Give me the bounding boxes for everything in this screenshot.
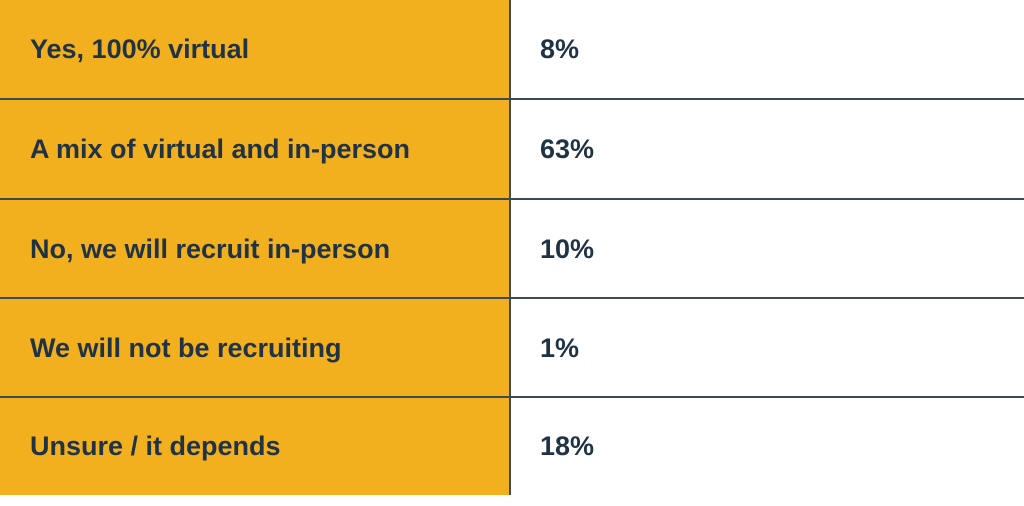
row-divider [0, 98, 1024, 100]
row-value: 10% [540, 234, 595, 264]
row-label: We will not be recruiting [30, 333, 342, 363]
row-divider [0, 297, 1024, 299]
label-column-background [0, 0, 510, 495]
table-row: A mix of virtual and in-person 63% [0, 100, 1024, 198]
response-table: Yes, 100% virtual 8% A mix of virtual an… [0, 0, 1024, 495]
row-value: 8% [540, 34, 580, 64]
row-label: A mix of virtual and in-person [30, 134, 411, 164]
row-label: No, we will recruit in-person [30, 234, 391, 264]
table-row: We will not be recruiting 1% [0, 299, 1024, 397]
table-row: Yes, 100% virtual 8% [0, 0, 1024, 98]
table-row: Unsure / it depends 18% [0, 397, 1024, 495]
row-value: 1% [540, 333, 580, 363]
row-value: 63% [540, 134, 595, 164]
row-label: Unsure / it depends [30, 431, 281, 461]
table-row: No, we will recruit in-person 10% [0, 200, 1024, 298]
row-divider [0, 198, 1024, 200]
row-value: 18% [540, 431, 595, 461]
column-divider [509, 0, 511, 495]
row-label: Yes, 100% virtual [30, 34, 250, 64]
row-divider [0, 396, 1024, 398]
